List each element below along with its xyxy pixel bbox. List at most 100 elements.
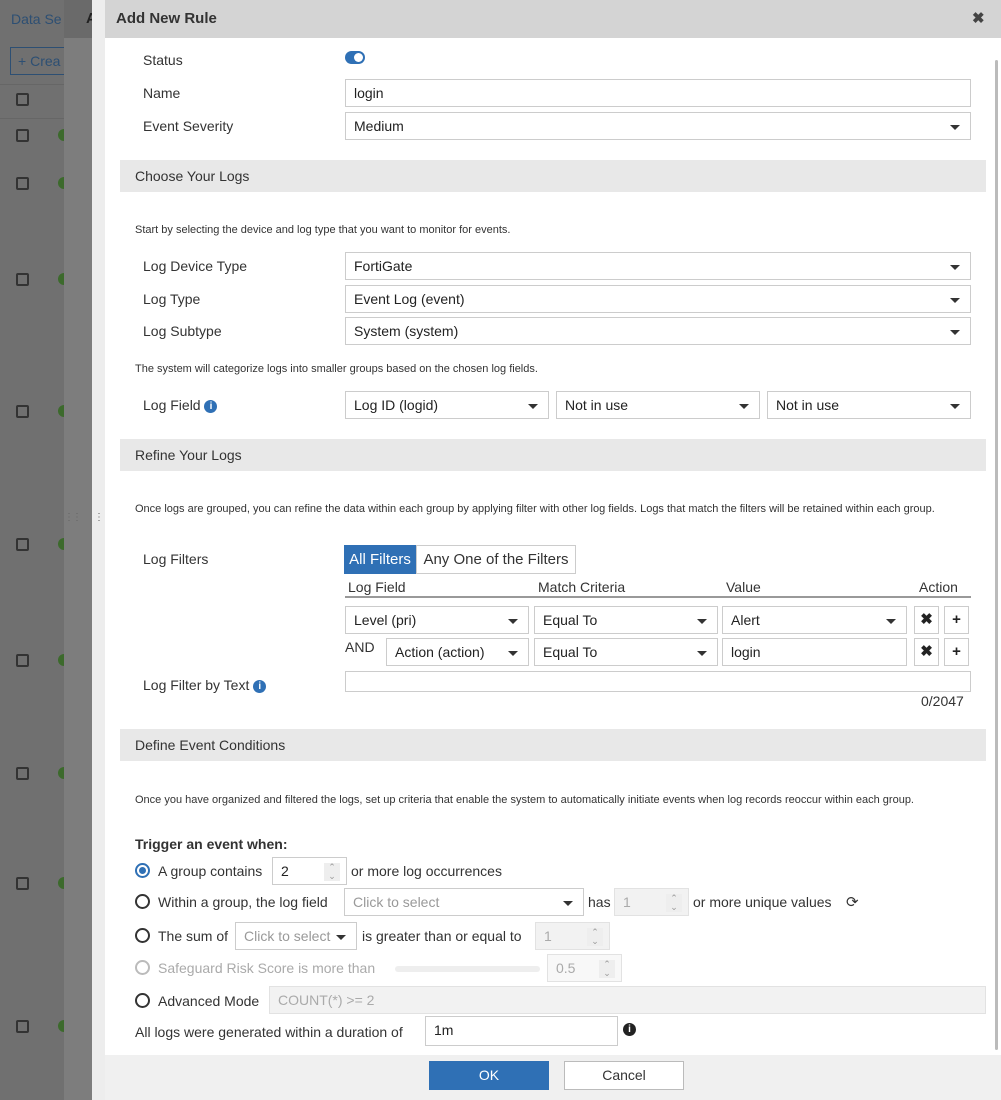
- dialog-title: Add New Rule: [116, 10, 217, 27]
- opt4-label: Safeguard Risk Score is more than: [158, 960, 376, 976]
- background-panel-title: A: [64, 0, 97, 38]
- unique-count-input[interactable]: 1 ⌃ ⌄: [614, 888, 689, 916]
- divider: [0, 84, 64, 85]
- tab-all-filters[interactable]: All Filters: [344, 545, 416, 574]
- radio-unique-values[interactable]: [135, 894, 150, 909]
- remove-filter-icon[interactable]: ✖: [914, 638, 939, 666]
- filter-criteria-select[interactable]: Equal To: [534, 638, 718, 666]
- opt5-label: Advanced Mode: [158, 993, 260, 1009]
- opt2-suffix: or more unique values: [693, 894, 832, 910]
- background-checkbox: [16, 1020, 29, 1033]
- stepper-icon[interactable]: ⌃ ⌄: [599, 960, 615, 978]
- column-action: Action: [919, 579, 958, 595]
- table-header-divider: [345, 596, 971, 598]
- divider: [0, 118, 64, 119]
- name-input[interactable]: login: [345, 79, 971, 107]
- status-toggle[interactable]: [345, 51, 365, 64]
- radio-risk-score[interactable]: [135, 960, 150, 975]
- tab-any-one-filter[interactable]: Any One of the Filters: [416, 545, 576, 574]
- column-value: Value: [726, 579, 761, 595]
- opt3-label: The sum of: [158, 928, 229, 944]
- severity-select[interactable]: Medium: [345, 112, 971, 140]
- duration-label: All logs were generated within a duratio…: [135, 1024, 403, 1040]
- log-field-label: Log Field i: [143, 397, 218, 413]
- filter-value-select[interactable]: Alert: [722, 606, 907, 634]
- filter-field-select[interactable]: Action (action): [386, 638, 529, 666]
- info-icon[interactable]: i: [253, 679, 267, 693]
- conditions-help-text: Once you have organized and filtered the…: [135, 794, 914, 806]
- unique-field-select[interactable]: Click to select: [344, 888, 584, 916]
- stepper-icon[interactable]: ⌃ ⌄: [587, 928, 603, 946]
- refresh-icon[interactable]: ⟳: [846, 894, 859, 911]
- resize-grip-icon[interactable]: ⋮⋮: [64, 512, 82, 523]
- log-type-select[interactable]: Event Log (event): [345, 285, 971, 313]
- sum-field-select[interactable]: Click to select: [235, 922, 357, 950]
- add-filter-icon[interactable]: +: [944, 638, 969, 666]
- log-subtype-select[interactable]: System (system): [345, 317, 971, 345]
- background-checkbox: [16, 877, 29, 890]
- filter-value-input[interactable]: login: [722, 638, 907, 666]
- text-filter-label: Log Filter by Text i: [143, 677, 267, 693]
- risk-score-slider[interactable]: [395, 966, 540, 972]
- occurrence-count-value: 2: [281, 863, 289, 879]
- log-field-select-2[interactable]: Not in use: [556, 391, 760, 419]
- sum-threshold-value: 1: [544, 928, 552, 944]
- column-match-criteria: Match Criteria: [538, 579, 626, 595]
- choose-help-text: Start by selecting the device and log ty…: [135, 224, 511, 236]
- panel-edge: [92, 0, 105, 1100]
- advanced-expression-input[interactable]: COUNT(*) >= 2: [269, 986, 986, 1014]
- duration-input[interactable]: 1m: [425, 1016, 618, 1046]
- radio-advanced-mode[interactable]: [135, 993, 150, 1008]
- remove-filter-icon[interactable]: ✖: [914, 606, 939, 634]
- close-icon[interactable]: ✖: [972, 10, 985, 27]
- section-refine-logs: Refine Your Logs: [120, 439, 986, 471]
- radio-group-contains[interactable]: [135, 863, 150, 878]
- background-checkbox: [16, 405, 29, 418]
- resize-grip-icon[interactable]: ⋮⋮: [94, 512, 112, 523]
- background-page-title: Data Se: [11, 11, 62, 27]
- background-checkbox: [16, 767, 29, 780]
- opt3-mid: is greater than or equal to: [362, 928, 522, 944]
- background-checkbox: [16, 129, 29, 142]
- filter-criteria-select[interactable]: Equal To: [534, 606, 718, 634]
- add-filter-icon[interactable]: +: [944, 606, 969, 634]
- dialog-footer: [105, 1055, 1001, 1100]
- char-count: 0/2047: [921, 693, 964, 709]
- opt1-label: A group contains: [158, 863, 263, 879]
- create-label: Crea: [30, 53, 61, 69]
- risk-score-input[interactable]: 0.5 ⌃ ⌄: [547, 954, 622, 982]
- log-field-select-1[interactable]: Log ID (logid): [345, 391, 549, 419]
- log-filters-label: Log Filters: [143, 551, 209, 567]
- info-icon[interactable]: i: [623, 1023, 636, 1036]
- text-filter-input[interactable]: [345, 671, 971, 692]
- name-label: Name: [143, 85, 181, 101]
- opt2-label: Within a group, the log field: [158, 894, 328, 910]
- column-log-field: Log Field: [348, 579, 406, 595]
- stepper-icon[interactable]: ⌃ ⌄: [324, 863, 340, 881]
- ok-button[interactable]: OK: [429, 1061, 549, 1090]
- unique-count-value: 1: [623, 894, 631, 910]
- background-checkbox: [16, 93, 29, 106]
- section-choose-logs: Choose Your Logs: [120, 160, 986, 192]
- filter-field-select[interactable]: Level (pri): [345, 606, 529, 634]
- cancel-button[interactable]: Cancel: [564, 1061, 684, 1090]
- log-type-label: Log Type: [143, 291, 201, 307]
- status-label: Status: [143, 52, 183, 68]
- radio-sum-of[interactable]: [135, 928, 150, 943]
- scrollbar[interactable]: [995, 60, 998, 1050]
- group-help-text: The system will categorize logs into sma…: [135, 363, 538, 375]
- trigger-label: Trigger an event when:: [135, 836, 288, 852]
- occurrence-count-input[interactable]: 2 ⌃ ⌄: [272, 857, 347, 885]
- sum-threshold-input[interactable]: 1 ⌃ ⌄: [535, 922, 610, 950]
- stepper-icon[interactable]: ⌃ ⌄: [666, 894, 682, 912]
- device-type-select[interactable]: FortiGate: [345, 252, 971, 280]
- background-checkbox: [16, 654, 29, 667]
- severity-label: Event Severity: [143, 118, 234, 134]
- background-checkbox: [16, 177, 29, 190]
- plus-icon: +: [18, 53, 31, 69]
- info-icon[interactable]: i: [204, 399, 218, 413]
- log-field-select-3[interactable]: Not in use: [767, 391, 971, 419]
- log-subtype-label: Log Subtype: [143, 323, 222, 339]
- background-checkbox: [16, 273, 29, 286]
- background-checkbox: [16, 538, 29, 551]
